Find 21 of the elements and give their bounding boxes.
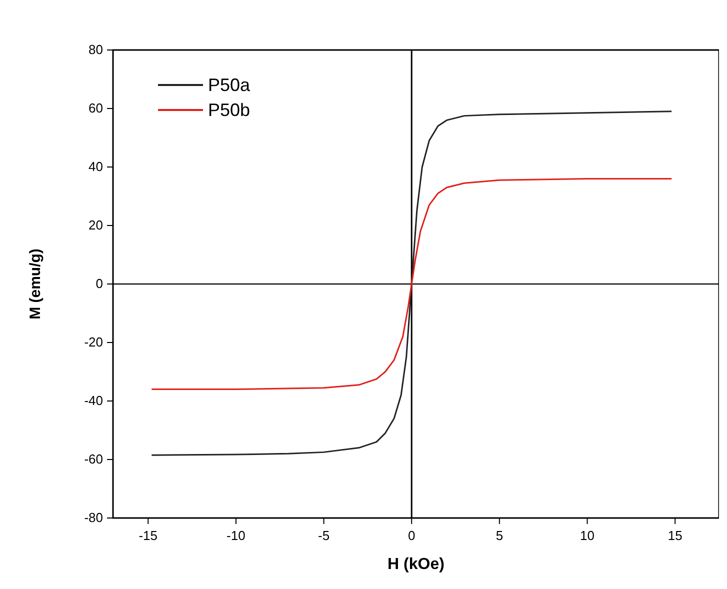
x-tick-label: 10 [580,528,594,543]
x-tick-label: 0 [408,528,416,543]
legend-label: P50b [208,100,250,120]
x-tick-label: -10 [226,528,246,543]
y-tick-label: -80 [84,510,103,525]
y-tick-label: -60 [84,452,103,466]
x-tick-label: -5 [318,528,330,543]
y-tick-label: -20 [84,334,103,350]
y-tick-label: 20 [88,218,103,232]
line-series [150,178,672,390]
y-tick-label: 0 [96,276,103,291]
y-tick-label: 40 [88,159,103,174]
y-tick-label: 80 [88,42,103,57]
x-tick-label: 5 [496,528,504,543]
x-tick-label: -15 [138,528,158,543]
x-tick-label: 15 [668,528,682,543]
y-tick-label: -40 [84,393,103,408]
y-axis-title: M (emu/g) [27,248,44,320]
x-axis-title: H (kOe) [388,556,444,573]
y-tick-label: 60 [88,100,103,116]
legend-label: P50a [208,75,252,95]
